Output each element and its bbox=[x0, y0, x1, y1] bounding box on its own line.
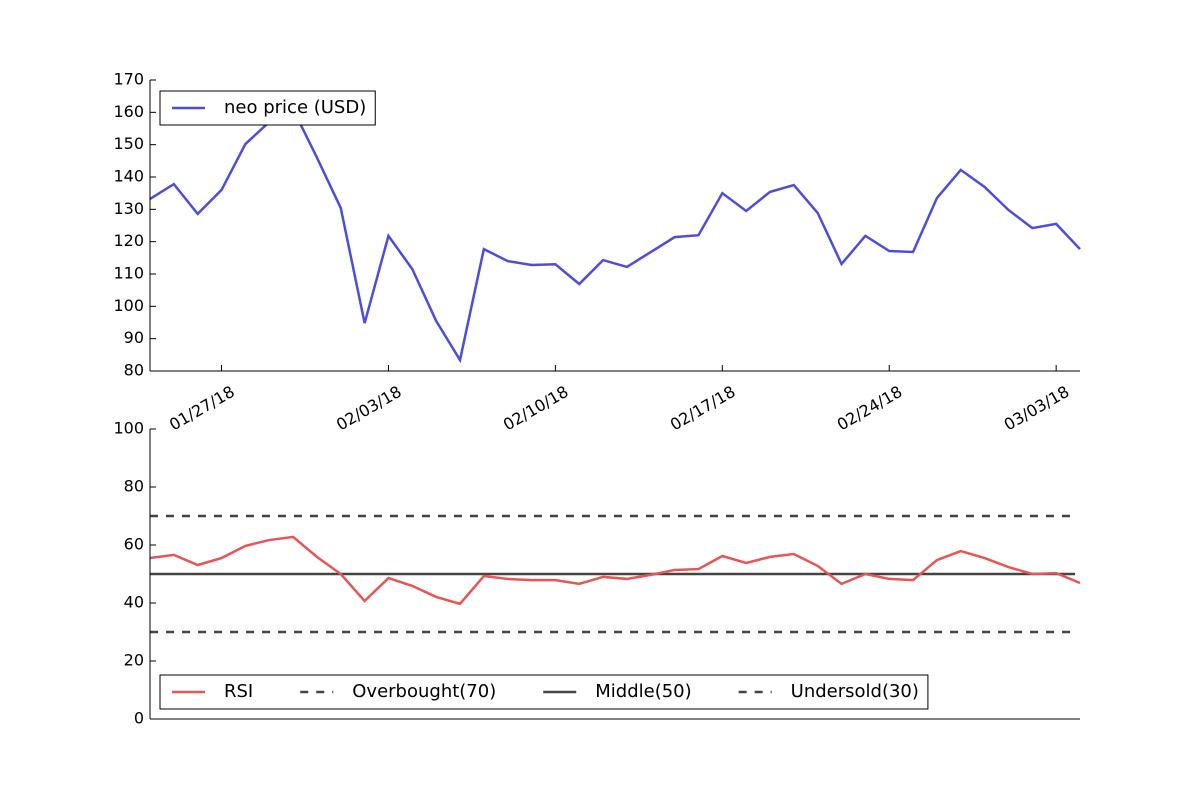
y-tick-label: 170 bbox=[113, 70, 144, 89]
x-tick-label: 02/24/18 bbox=[834, 382, 906, 434]
y-tick-label: 20 bbox=[124, 651, 144, 670]
y-tick-label: 100 bbox=[113, 419, 144, 438]
y-tick-label: 90 bbox=[124, 328, 144, 347]
price-line bbox=[149, 535, 1081, 606]
legend-label: Middle(50) bbox=[595, 681, 691, 702]
y-tick-label: 140 bbox=[113, 167, 144, 186]
y-tick-label: 80 bbox=[124, 361, 144, 380]
y-tick-label: 60 bbox=[124, 535, 144, 554]
legend-label: RSI bbox=[224, 681, 253, 702]
legend-label: neo price (USD) bbox=[224, 97, 366, 118]
x-tick-label: 03/03/18 bbox=[1001, 382, 1073, 434]
x-tick-label: 02/17/18 bbox=[667, 382, 739, 434]
y-tick-label: 40 bbox=[124, 593, 144, 612]
y-tick-label: 100 bbox=[113, 296, 144, 315]
x-tick-label: 01/27/18 bbox=[166, 382, 238, 434]
legend: RSI Overbought(70) Middle(50) Undersold(30) bbox=[159, 674, 929, 710]
legend-label: Undersold(30) bbox=[791, 681, 919, 702]
legend-label: Overbought(70) bbox=[352, 681, 496, 702]
y-tick-label: 130 bbox=[113, 199, 144, 218]
price-line bbox=[149, 107, 1081, 364]
x-tick-label: 02/10/18 bbox=[500, 382, 572, 434]
legend: neo price (USD) bbox=[159, 90, 376, 126]
y-tick-label: 80 bbox=[124, 477, 144, 496]
y-tick-label: 110 bbox=[113, 264, 144, 283]
y-tick-label: 160 bbox=[113, 102, 144, 121]
y-tick-label: 120 bbox=[113, 231, 144, 250]
x-tick-label: 02/03/18 bbox=[333, 382, 405, 434]
y-tick-label: 150 bbox=[113, 134, 144, 153]
legend-box bbox=[159, 90, 376, 126]
y-tick-label: 0 bbox=[134, 709, 144, 728]
